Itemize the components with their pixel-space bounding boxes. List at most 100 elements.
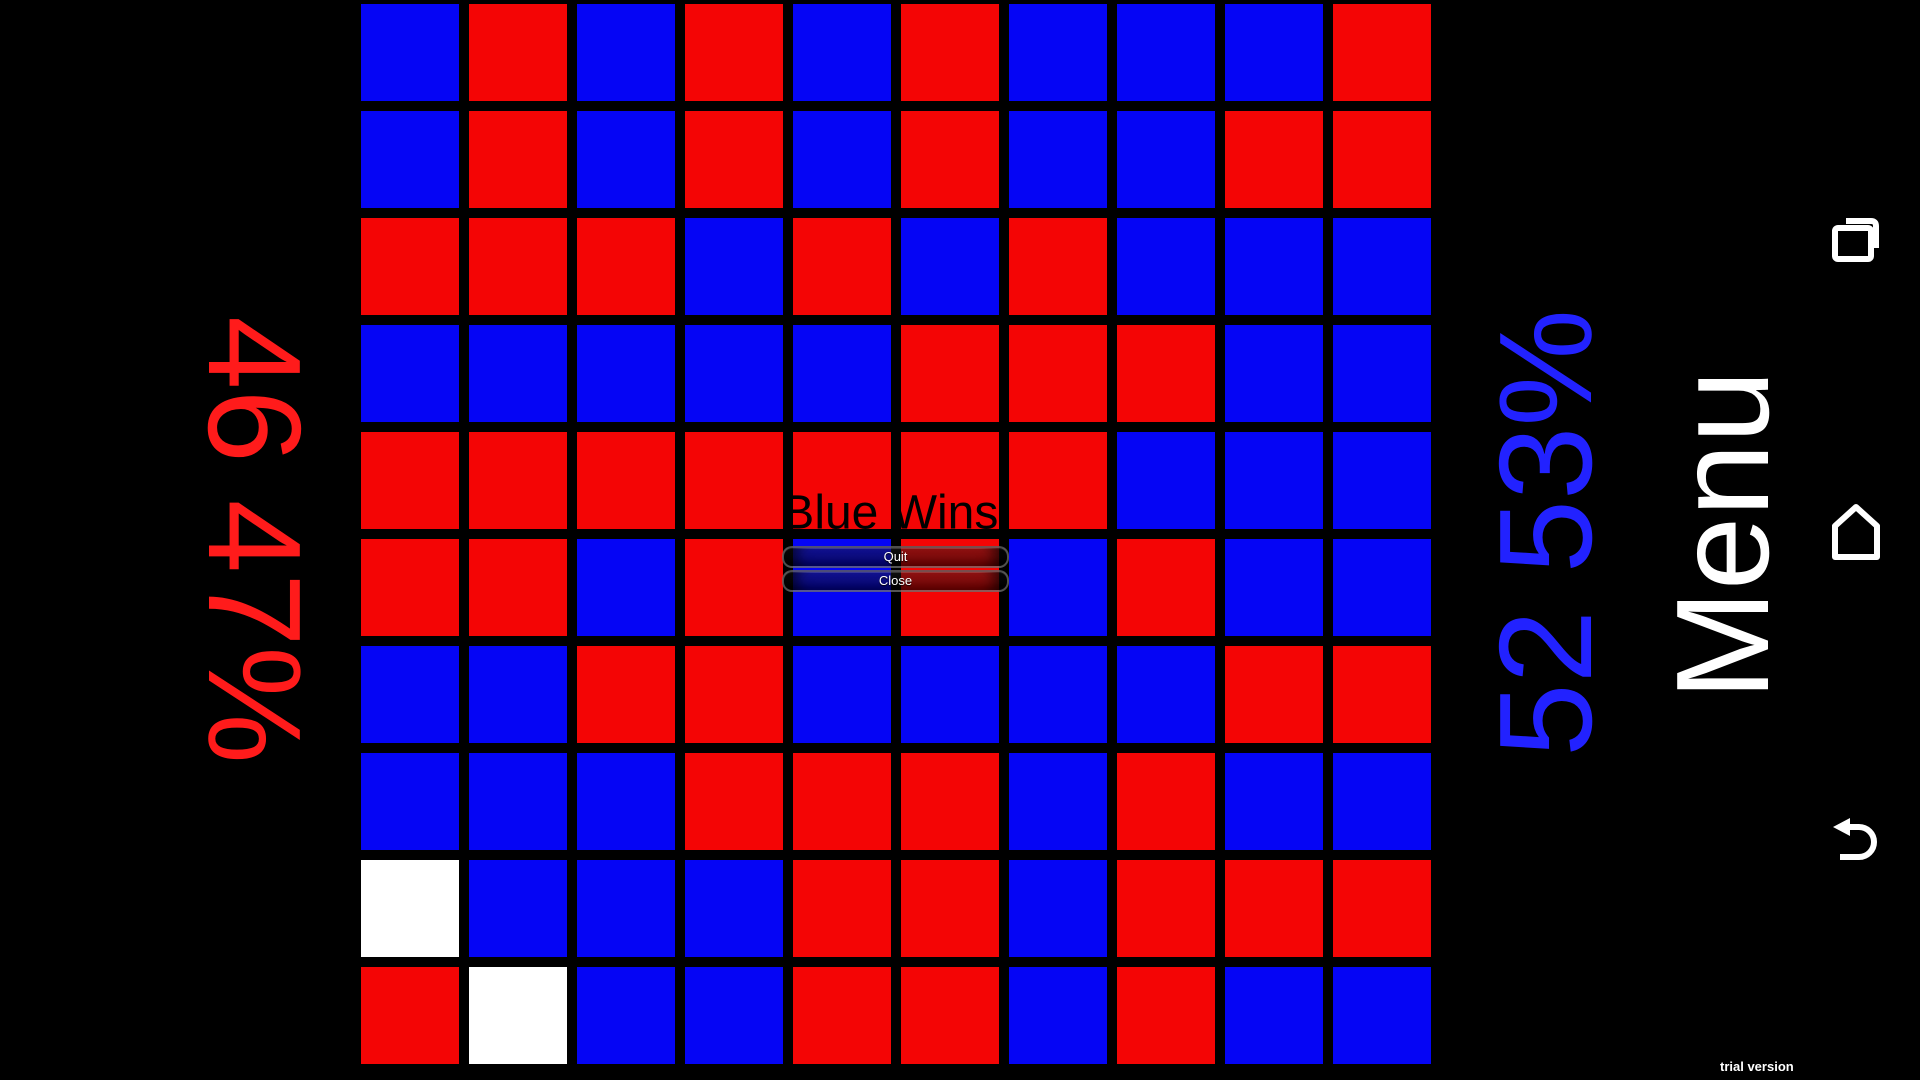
board-cell-blue[interactable] bbox=[577, 325, 675, 422]
board-cell-blue[interactable] bbox=[1225, 325, 1323, 422]
board-cell-red[interactable] bbox=[1225, 860, 1323, 957]
board-cell-blue[interactable] bbox=[793, 111, 891, 208]
board-cell-red[interactable] bbox=[577, 218, 675, 315]
board-cell-blue[interactable] bbox=[685, 325, 783, 422]
board-cell-red[interactable] bbox=[1117, 753, 1215, 850]
board-cell-red[interactable] bbox=[685, 646, 783, 743]
board-cell-blue[interactable] bbox=[685, 860, 783, 957]
board-cell-blue[interactable] bbox=[577, 753, 675, 850]
board-cell-blue[interactable] bbox=[577, 539, 675, 636]
board-cell-blue[interactable] bbox=[469, 860, 567, 957]
board-cell-red[interactable] bbox=[793, 753, 891, 850]
board-cell-white[interactable] bbox=[361, 860, 459, 957]
board-cell-red[interactable] bbox=[685, 4, 783, 101]
board-cell-red[interactable] bbox=[469, 218, 567, 315]
board-cell-red[interactable] bbox=[1009, 218, 1107, 315]
board-cell-red[interactable] bbox=[793, 860, 891, 957]
board-cell-red[interactable] bbox=[901, 432, 999, 529]
board-cell-red[interactable] bbox=[361, 432, 459, 529]
board-cell-blue[interactable] bbox=[1333, 753, 1431, 850]
board-cell-red[interactable] bbox=[577, 646, 675, 743]
home-icon[interactable] bbox=[1831, 503, 1881, 561]
board-cell-blue[interactable] bbox=[793, 646, 891, 743]
board-cell-red[interactable] bbox=[1117, 325, 1215, 422]
board-cell-red[interactable] bbox=[1333, 646, 1431, 743]
board-cell-blue[interactable] bbox=[469, 753, 567, 850]
board-cell-red[interactable] bbox=[685, 111, 783, 208]
board-cell-blue[interactable] bbox=[1117, 4, 1215, 101]
board-cell-red[interactable] bbox=[685, 753, 783, 850]
board-cell-blue[interactable] bbox=[469, 325, 567, 422]
board-cell-red[interactable] bbox=[469, 4, 567, 101]
board-cell-red[interactable] bbox=[1225, 646, 1323, 743]
board-cell-blue[interactable] bbox=[577, 111, 675, 208]
board-cell-red[interactable] bbox=[793, 432, 891, 529]
board-cell-blue[interactable] bbox=[577, 967, 675, 1064]
board-cell-red[interactable] bbox=[577, 432, 675, 529]
board-cell-red[interactable] bbox=[469, 111, 567, 208]
board-cell-red[interactable] bbox=[901, 967, 999, 1064]
board-cell-red[interactable] bbox=[901, 325, 999, 422]
board-cell-red[interactable] bbox=[901, 4, 999, 101]
board-cell-blue[interactable] bbox=[361, 111, 459, 208]
board-cell-red[interactable] bbox=[1009, 432, 1107, 529]
board-cell-red[interactable] bbox=[901, 753, 999, 850]
board-cell-blue[interactable] bbox=[1225, 539, 1323, 636]
board-cell-blue[interactable] bbox=[1009, 967, 1107, 1064]
board-cell-blue[interactable] bbox=[685, 967, 783, 1064]
board-cell-red[interactable] bbox=[1225, 111, 1323, 208]
board-cell-red[interactable] bbox=[1117, 860, 1215, 957]
board-cell-blue[interactable] bbox=[361, 646, 459, 743]
board-cell-blue[interactable] bbox=[685, 218, 783, 315]
board-cell-red[interactable] bbox=[793, 967, 891, 1064]
board-cell-blue[interactable] bbox=[901, 218, 999, 315]
board-cell-blue[interactable] bbox=[361, 325, 459, 422]
recent-apps-icon[interactable] bbox=[1828, 212, 1884, 264]
board-cell-blue[interactable] bbox=[1333, 967, 1431, 1064]
board-cell-blue[interactable] bbox=[1225, 218, 1323, 315]
board-cell-white[interactable] bbox=[469, 967, 567, 1064]
board-cell-red[interactable] bbox=[685, 432, 783, 529]
board-cell-blue[interactable] bbox=[361, 4, 459, 101]
board-cell-blue[interactable] bbox=[1333, 539, 1431, 636]
board-cell-blue[interactable] bbox=[1009, 860, 1107, 957]
board-cell-blue[interactable] bbox=[793, 325, 891, 422]
board-cell-blue[interactable] bbox=[1009, 753, 1107, 850]
board-cell-red[interactable] bbox=[1333, 860, 1431, 957]
board-cell-red[interactable] bbox=[469, 539, 567, 636]
board-cell-blue[interactable] bbox=[577, 4, 675, 101]
board-cell-blue[interactable] bbox=[1009, 646, 1107, 743]
back-icon[interactable] bbox=[1830, 815, 1886, 865]
board-cell-blue[interactable] bbox=[1117, 646, 1215, 743]
board-cell-red[interactable] bbox=[1009, 325, 1107, 422]
board-cell-red[interactable] bbox=[361, 539, 459, 636]
board-cell-blue[interactable] bbox=[1333, 325, 1431, 422]
board-cell-red[interactable] bbox=[1117, 967, 1215, 1064]
board-cell-red[interactable] bbox=[793, 218, 891, 315]
board-cell-red[interactable] bbox=[901, 860, 999, 957]
board-cell-red[interactable] bbox=[469, 432, 567, 529]
board-cell-blue[interactable] bbox=[1117, 218, 1215, 315]
board-cell-red[interactable] bbox=[361, 218, 459, 315]
board-cell-blue[interactable] bbox=[577, 860, 675, 957]
board-cell-blue[interactable] bbox=[1009, 4, 1107, 101]
board-cell-red[interactable] bbox=[901, 111, 999, 208]
board-cell-blue[interactable] bbox=[361, 753, 459, 850]
board-cell-red[interactable] bbox=[1333, 111, 1431, 208]
board-cell-blue[interactable] bbox=[1117, 432, 1215, 529]
board-cell-blue[interactable] bbox=[1117, 111, 1215, 208]
board-cell-red[interactable] bbox=[361, 967, 459, 1064]
board-cell-blue[interactable] bbox=[1333, 432, 1431, 529]
board-cell-blue[interactable] bbox=[1225, 432, 1323, 529]
board-cell-blue[interactable] bbox=[1225, 4, 1323, 101]
board-cell-red[interactable] bbox=[1117, 539, 1215, 636]
board-cell-blue[interactable] bbox=[1009, 539, 1107, 636]
board-cell-blue[interactable] bbox=[1225, 753, 1323, 850]
quit-button[interactable]: Quit bbox=[782, 546, 1009, 568]
board-cell-blue[interactable] bbox=[1333, 218, 1431, 315]
board-cell-blue[interactable] bbox=[1009, 111, 1107, 208]
close-button[interactable]: Close bbox=[782, 570, 1009, 592]
board-cell-blue[interactable] bbox=[469, 646, 567, 743]
board-cell-blue[interactable] bbox=[1225, 967, 1323, 1064]
board-cell-blue[interactable] bbox=[793, 4, 891, 101]
